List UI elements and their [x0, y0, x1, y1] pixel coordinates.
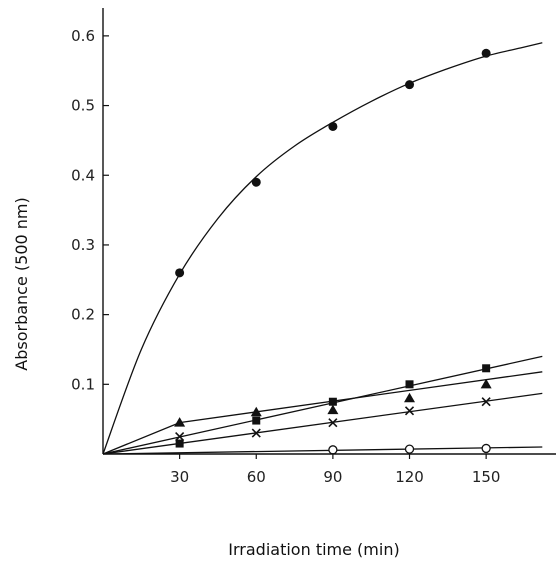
- series-2-point: [175, 439, 184, 448]
- series-3-point: [327, 404, 339, 415]
- series-1-point: [251, 177, 261, 187]
- x-tick-label: 30: [170, 468, 189, 486]
- y-axis-title: Absorbance (500 nm): [12, 197, 31, 370]
- series-4-point-stroke: [481, 397, 491, 407]
- y-tick-label: 0.2: [71, 306, 95, 324]
- series-2-point: [405, 380, 414, 389]
- series-2-point: [252, 416, 261, 425]
- y-tick-label: 0.6: [71, 27, 95, 45]
- series-3-point: [480, 378, 492, 389]
- series-3-curve: [102, 371, 543, 455]
- y-tick-label: 0.3: [71, 236, 95, 254]
- x-tick-label: 150: [472, 468, 501, 486]
- series-1-point: [328, 121, 338, 131]
- series-4-point-stroke: [251, 428, 261, 438]
- series-4-point-stroke: [328, 418, 338, 428]
- series-4-point-stroke: [175, 432, 185, 442]
- series-5-point: [481, 443, 491, 454]
- x-tick-label: 90: [323, 468, 342, 486]
- series-5-point: [404, 444, 415, 454]
- series-1-point: [481, 48, 491, 58]
- series-2-curve: [102, 355, 543, 455]
- series-1-curve: [102, 42, 543, 455]
- series-3-point: [404, 392, 416, 403]
- x-axis-title: Irradiation time (min): [228, 540, 399, 559]
- series-4-point: [328, 418, 338, 428]
- y-tick-label: 0.1: [71, 375, 95, 393]
- y-tick-label: 0.5: [71, 97, 95, 115]
- series-1-point: [405, 80, 415, 90]
- series-5-curve: [102, 446, 543, 455]
- x-tick-label: 120: [395, 468, 424, 486]
- series-3-point: [250, 406, 262, 417]
- series-3-point: [174, 417, 186, 427]
- fit-curves: [102, 42, 543, 455]
- data-markers: [174, 48, 492, 455]
- x-tick-label: 60: [247, 468, 266, 486]
- series-4-point: [404, 406, 415, 416]
- series-2-point: [482, 364, 491, 373]
- y-tick-label: 0.4: [71, 166, 95, 184]
- y-axis-ticks: 0.1 0.2 0.3 0.4 0.5 0.6: [71, 27, 109, 393]
- x-axis-ticks: 30 60 90 120 150: [170, 454, 500, 486]
- series-4-point-stroke: [404, 406, 415, 416]
- series-5-point: [328, 445, 338, 455]
- series-1-point: [175, 268, 185, 278]
- series-4-point: [481, 397, 491, 407]
- series-4-point: [251, 428, 261, 438]
- series-2-point: [328, 397, 337, 406]
- series-4-point: [175, 432, 185, 442]
